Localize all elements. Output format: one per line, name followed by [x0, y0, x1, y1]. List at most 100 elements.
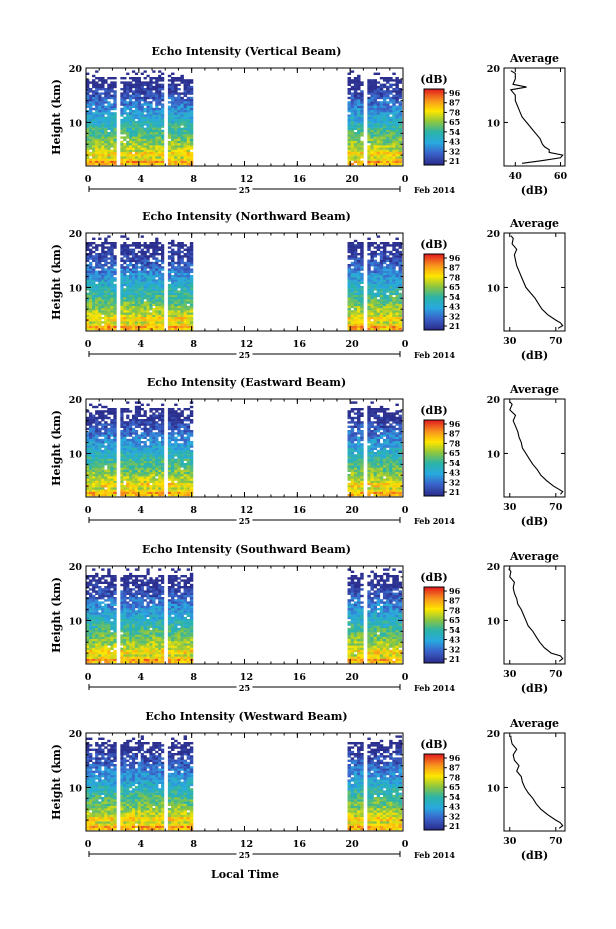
heatmap-cell: [389, 325, 393, 328]
heatmap-cell: [92, 134, 96, 137]
heatmap-cell: [123, 460, 127, 464]
heatmap-cell: [186, 255, 191, 258]
heatmap-cell: [155, 327, 159, 331]
heatmap-cell: [89, 458, 93, 461]
heatmap-cell: [177, 125, 181, 128]
heatmap-cell: [367, 162, 371, 166]
heatmap-cell: [137, 303, 141, 306]
heatmap-cell: [120, 423, 124, 426]
heatmap-cell: [189, 145, 194, 148]
heatmap-cell: [107, 290, 111, 293]
heatmap-cell: [347, 292, 351, 295]
heatmap-cell: [389, 143, 393, 146]
heatmap-cell: [134, 107, 139, 111]
heatmap-cell: [389, 151, 393, 155]
heatmap-cell: [89, 158, 93, 161]
heatmap-cell: [92, 405, 96, 409]
heatmap-cell: [376, 127, 381, 130]
heatmap-cell: [360, 297, 364, 300]
heatmap-cell: [186, 480, 191, 483]
heatmap-cell: [189, 312, 194, 315]
heatmap-cell: [177, 266, 181, 269]
heatmap-cell: [86, 92, 90, 95]
colorbar-band: [424, 257, 444, 261]
heatmap-cell: [104, 485, 108, 488]
heatmap-cell: [177, 246, 181, 249]
heatmap-cell: [92, 301, 96, 304]
heatmap-cell: [86, 151, 90, 155]
heatmap-cell: [104, 112, 108, 115]
heatmap-cell: [350, 275, 355, 278]
heatmap-cell: [104, 458, 108, 461]
heatmap-cell: [134, 123, 139, 126]
heatmap-cell: [140, 92, 144, 95]
heatmap-cell: [158, 151, 162, 155]
heatmap-cell: [186, 151, 191, 155]
heatmap-cell: [353, 316, 358, 320]
average-x-label: (dB): [521, 349, 548, 362]
heatmap-cell: [174, 316, 178, 320]
heatmap-cell: [360, 325, 364, 328]
heatmap-cell: [376, 319, 381, 322]
heatmap-cell: [183, 244, 188, 247]
heatmap-cell: [98, 416, 102, 420]
colorbar-tick-label: 21: [449, 321, 460, 331]
heatmap-cell: [149, 92, 153, 95]
heatmap-cell: [386, 156, 390, 159]
heatmap-cell: [158, 143, 162, 146]
heatmap-cell: [189, 101, 194, 104]
heatmap-cell: [167, 110, 172, 113]
heatmap-cell: [146, 308, 150, 311]
heatmap-cell: [134, 92, 139, 95]
heatmap-cell: [123, 323, 127, 326]
heatmap-cell: [92, 485, 96, 488]
month-year-label: Feb 2014: [414, 185, 455, 195]
heatmap-cell: [398, 303, 402, 306]
heatmap-cell: [86, 449, 90, 453]
heatmap-cell: [389, 154, 393, 157]
heatmap-cell: [131, 286, 136, 289]
heatmap-cell: [120, 88, 124, 91]
heatmap-cell: [92, 259, 96, 262]
heatmap-cell: [131, 292, 136, 295]
heatmap-cell: [398, 132, 402, 135]
colorbar-band: [424, 282, 444, 285]
heatmap-cell: [155, 264, 159, 267]
heatmap-cell: [140, 162, 144, 166]
heatmap-cell: [161, 425, 165, 428]
average-profile-line: [509, 70, 564, 164]
heatmap-cell: [113, 299, 117, 302]
heatmap-cell: [155, 489, 159, 492]
heatmap-cell: [89, 129, 93, 133]
heatmap-cell: [126, 301, 130, 304]
heatmap-cell: [389, 292, 393, 295]
heatmap-cell: [113, 443, 117, 446]
heatmap-cell: [129, 319, 133, 322]
heatmap-cell: [180, 92, 184, 95]
colorbar-band: [424, 96, 444, 99]
heatmap-cell: [123, 118, 127, 122]
heatmap-cell: [98, 132, 102, 135]
heatmap-cell: [370, 121, 374, 124]
heatmap-cell: [89, 94, 93, 97]
heatmap-cell: [123, 244, 127, 247]
heatmap-cell: [382, 79, 387, 82]
heatmap-cell: [395, 257, 399, 260]
heatmap-cell: [113, 259, 117, 262]
heatmap-cell: [398, 275, 402, 278]
heatmap-cell: [134, 423, 139, 426]
heatmap-cell: [131, 419, 136, 422]
heatmap-cell: [161, 471, 165, 475]
heatmap-cell: [350, 107, 355, 111]
heatmap-cell: [98, 303, 102, 306]
heatmap-cell: [101, 154, 105, 157]
heatmap-cell: [395, 99, 399, 102]
heatmap-cell: [107, 83, 111, 86]
heatmap-cell: [189, 253, 194, 256]
heatmap-cell: [392, 257, 396, 260]
heatmap-cell: [146, 244, 150, 247]
heatmap-cell: [373, 103, 378, 106]
heatmap-cell: [167, 246, 172, 249]
heatmap-cell: [161, 487, 165, 490]
heatmap-cell: [126, 321, 130, 324]
